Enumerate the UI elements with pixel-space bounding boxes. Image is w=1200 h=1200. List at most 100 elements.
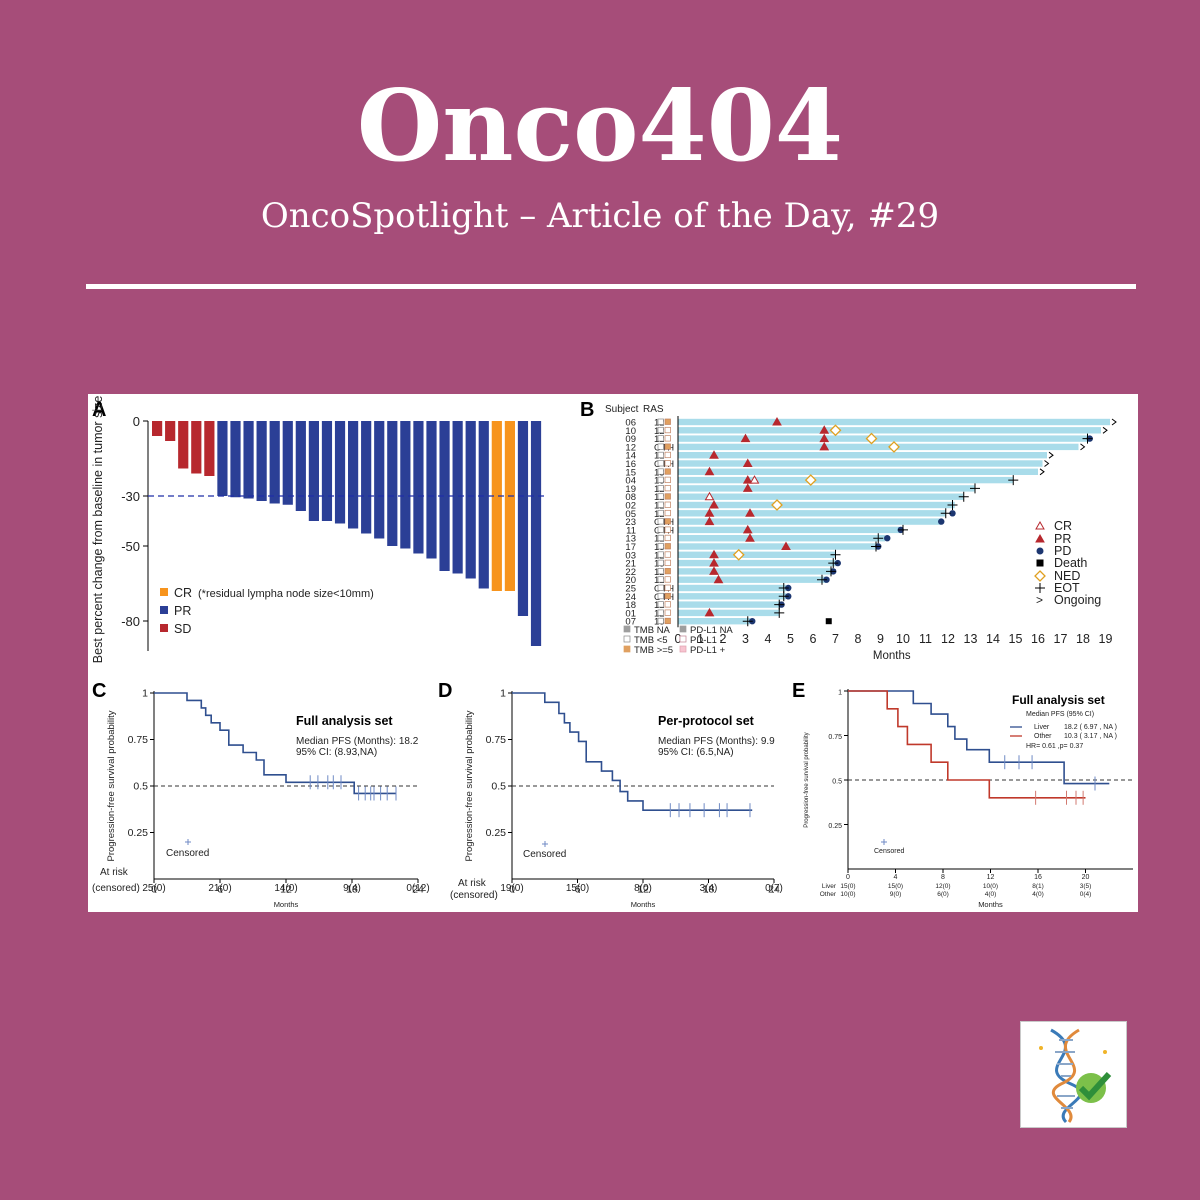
km-y-tick-label: 0.5 bbox=[832, 779, 842, 786]
censored-symbol-d bbox=[542, 841, 548, 847]
legend-swatch-cr bbox=[160, 588, 168, 596]
waterfall-bar bbox=[426, 421, 437, 559]
pdl1-marker bbox=[664, 534, 671, 542]
subject-id: 19 bbox=[625, 484, 636, 495]
km-curve-c bbox=[154, 692, 396, 795]
at-risk-censored-label-c: (censored) bbox=[92, 883, 140, 894]
km-x-tick-label: 12 bbox=[637, 884, 649, 896]
km-x-tick-label: 16 bbox=[1034, 874, 1042, 881]
biomarker-legend-label: PD-L1 + bbox=[690, 645, 726, 656]
panel-b-x-tick-label: 9 bbox=[877, 632, 884, 646]
eot-marker bbox=[826, 566, 836, 577]
panel-a-y-tick-label: -80 bbox=[121, 614, 140, 629]
eot-marker bbox=[778, 591, 789, 602]
at-risk-value-e: 9(0) bbox=[890, 891, 902, 898]
tmb-marker bbox=[657, 476, 664, 483]
at-risk-value-d: 3(4) bbox=[700, 883, 718, 894]
pr-marker bbox=[742, 475, 753, 484]
subject-id: 23 bbox=[625, 517, 636, 528]
pr-marker bbox=[713, 574, 724, 584]
pdl1-marker bbox=[664, 592, 671, 600]
swimmer-legend-label: Ongoing bbox=[1054, 593, 1101, 607]
pdl1-marker bbox=[664, 518, 671, 525]
pdl1-marker bbox=[664, 435, 671, 442]
censored-symbol-e bbox=[881, 839, 887, 845]
waterfall-bar bbox=[256, 421, 267, 501]
panel-b-x-tick-label: 8 bbox=[855, 632, 862, 646]
panel-b-x-tick-label: 18 bbox=[1076, 632, 1090, 646]
tmb-marker bbox=[657, 617, 664, 625]
km-y-tick-label: 0.5 bbox=[133, 781, 148, 793]
ned-marker bbox=[732, 548, 745, 561]
pr-marker bbox=[704, 508, 715, 517]
biomarker-legend-swatch bbox=[679, 635, 687, 643]
ned-marker bbox=[865, 432, 878, 445]
pdl1-marker bbox=[664, 568, 671, 575]
waterfall-bar bbox=[374, 421, 385, 539]
pdl1-marker bbox=[664, 526, 671, 533]
at-risk-value-c: 9(4) bbox=[343, 883, 361, 894]
eot-marker bbox=[947, 500, 958, 510]
swimmer-bar bbox=[678, 510, 946, 517]
swimmer-bar bbox=[678, 526, 903, 534]
censored-symbol-c bbox=[185, 839, 191, 845]
pdl1-marker bbox=[664, 451, 671, 459]
pr-marker bbox=[709, 549, 719, 559]
tmb-marker bbox=[657, 559, 664, 566]
at-risk-value-e: 6(0) bbox=[937, 891, 949, 898]
title-divider bbox=[86, 284, 1136, 289]
eot-marker bbox=[898, 524, 908, 535]
at-risk-row-label-e: Liver bbox=[822, 883, 837, 890]
subject-id: 09 bbox=[625, 434, 636, 445]
ongoing-marker bbox=[1080, 443, 1086, 451]
panel-b-x-tick-label: 4 bbox=[765, 632, 772, 646]
ned-marker bbox=[771, 499, 783, 511]
pdl1-marker bbox=[664, 485, 671, 492]
pdl1-marker bbox=[664, 493, 671, 500]
km-y-tick-label: 1 bbox=[838, 690, 842, 697]
eot-marker bbox=[817, 574, 827, 585]
panel-c-ci: 95% CI: (8.93,NA) bbox=[296, 747, 377, 758]
waterfall-bar bbox=[439, 421, 450, 571]
ongoing-marker bbox=[1039, 468, 1045, 476]
swimmer-bar bbox=[678, 435, 1090, 442]
eot-marker bbox=[830, 549, 841, 560]
pd-marker bbox=[938, 518, 945, 525]
pr-marker bbox=[709, 566, 719, 575]
pr-marker bbox=[772, 416, 782, 426]
pr-marker bbox=[704, 516, 715, 526]
km-x-tick-label: 4 bbox=[894, 874, 898, 881]
waterfall-bar bbox=[478, 421, 489, 589]
ongoing-marker bbox=[1102, 426, 1108, 434]
waterfall-bar bbox=[361, 421, 372, 534]
subject-id: 01 bbox=[625, 608, 636, 619]
ongoing-marker bbox=[1048, 451, 1054, 459]
dna-checkmark-icon bbox=[1039, 1028, 1112, 1124]
km-y-axis-label: Progression-free survival probability bbox=[464, 710, 475, 861]
waterfall-bar bbox=[308, 421, 319, 521]
ned-marker bbox=[888, 440, 900, 453]
biomarker-legend-swatch bbox=[623, 625, 631, 633]
ongoing-marker bbox=[1044, 460, 1050, 467]
km-y-tick-label: 0.5 bbox=[491, 781, 506, 793]
at-risk-value-e: 10(0) bbox=[840, 891, 855, 898]
panel-a-y-tick-label: -50 bbox=[121, 539, 140, 554]
swimmer-header-ras: RAS bbox=[643, 404, 664, 415]
panel-b-x-tick-label: 2 bbox=[720, 632, 727, 646]
death-marker bbox=[825, 618, 832, 625]
legend-ongoing-symbol: > bbox=[1036, 593, 1043, 607]
subject-id: 24 bbox=[625, 592, 636, 603]
eot-marker bbox=[774, 607, 785, 618]
subject-id: 14 bbox=[625, 451, 636, 462]
km-y-tick-label: 0.25 bbox=[128, 827, 149, 839]
swimmer-bar bbox=[678, 418, 1110, 426]
page-subtitle: OncoSpotlight – Article of the Day, #29 bbox=[260, 196, 940, 236]
pr-marker bbox=[819, 425, 830, 434]
km-curve-d bbox=[512, 692, 753, 811]
swimmer-legend-label: NED bbox=[1054, 569, 1080, 583]
tmb-marker bbox=[657, 534, 664, 542]
subject-id: 02 bbox=[625, 501, 636, 512]
pd-marker bbox=[884, 535, 891, 542]
tmb-marker bbox=[657, 568, 664, 575]
km-x-tick-label: 8 bbox=[941, 874, 945, 881]
